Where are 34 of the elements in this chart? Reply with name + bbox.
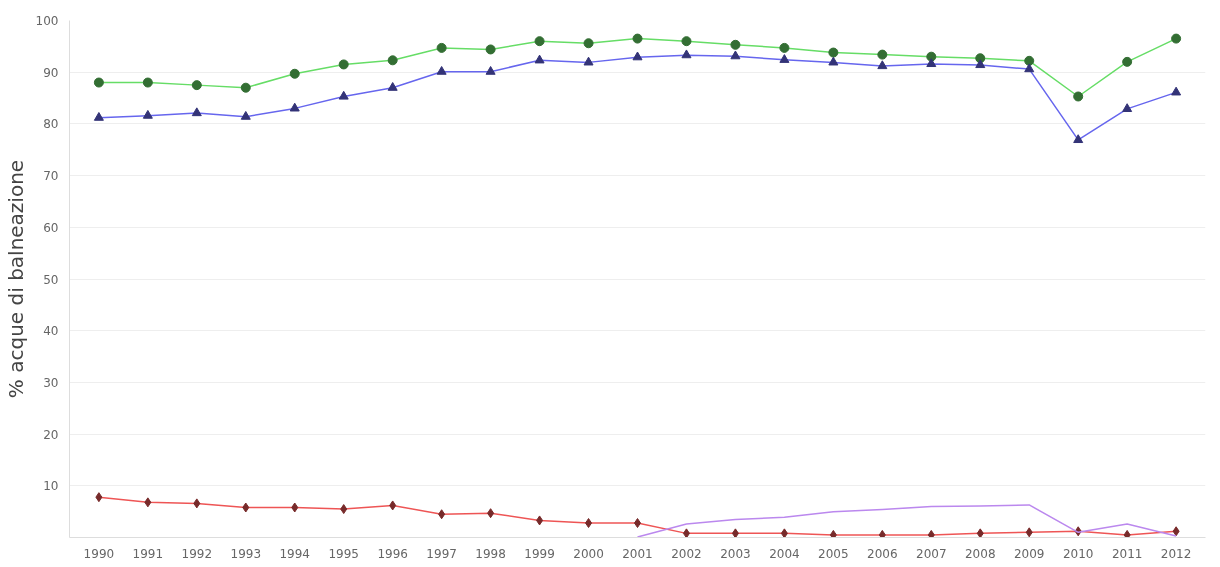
y-tick-label: 10	[43, 479, 59, 494]
x-tick-label: 1999	[524, 546, 555, 561]
y-tick-label: 30	[43, 375, 59, 390]
x-tick-label: 2011	[1111, 546, 1143, 561]
y-axis-title: % acque di balneazione	[3, 159, 28, 399]
x-tick-label: 2006	[867, 546, 898, 561]
x-tick-label: 1996	[377, 546, 408, 561]
x-tick-label: 2002	[671, 546, 702, 561]
x-tick-label: 2012	[1160, 546, 1192, 561]
x-tick-label: 1990	[83, 546, 115, 561]
x-tick-label: 1993	[230, 546, 262, 561]
x-tick-label: 2004	[769, 546, 800, 561]
x-tick-label: 2008	[964, 546, 996, 561]
x-tick-label: 2000	[573, 546, 604, 561]
x-tick-label: 2005	[818, 546, 849, 561]
x-tick-label: 2003	[720, 546, 751, 561]
x-tick-label: 1998	[475, 546, 506, 561]
x-tick-label: 1994	[279, 546, 311, 561]
y-tick-label: 50	[43, 272, 59, 287]
x-tick-label: 2009	[1013, 546, 1045, 561]
x-tick-label: 1991	[132, 546, 164, 561]
x-tick-label: 1997	[426, 546, 457, 561]
y-tick-label: 80	[43, 117, 59, 132]
x-tick-label: 2010	[1062, 546, 1094, 561]
x-tick-label: 2007	[916, 546, 947, 561]
x-tick-label: 1995	[328, 546, 359, 561]
y-tick-label: 20	[43, 427, 59, 442]
y-tick-label: 60	[43, 220, 59, 235]
y-tick-label: 40	[43, 324, 59, 339]
y-tick-label: 90	[43, 65, 59, 80]
x-tick-label: 2001	[622, 546, 653, 561]
x-tick-label: 1992	[181, 546, 213, 561]
y-tick-label: 100	[35, 14, 59, 28]
y-tick-label: 70	[43, 169, 59, 184]
